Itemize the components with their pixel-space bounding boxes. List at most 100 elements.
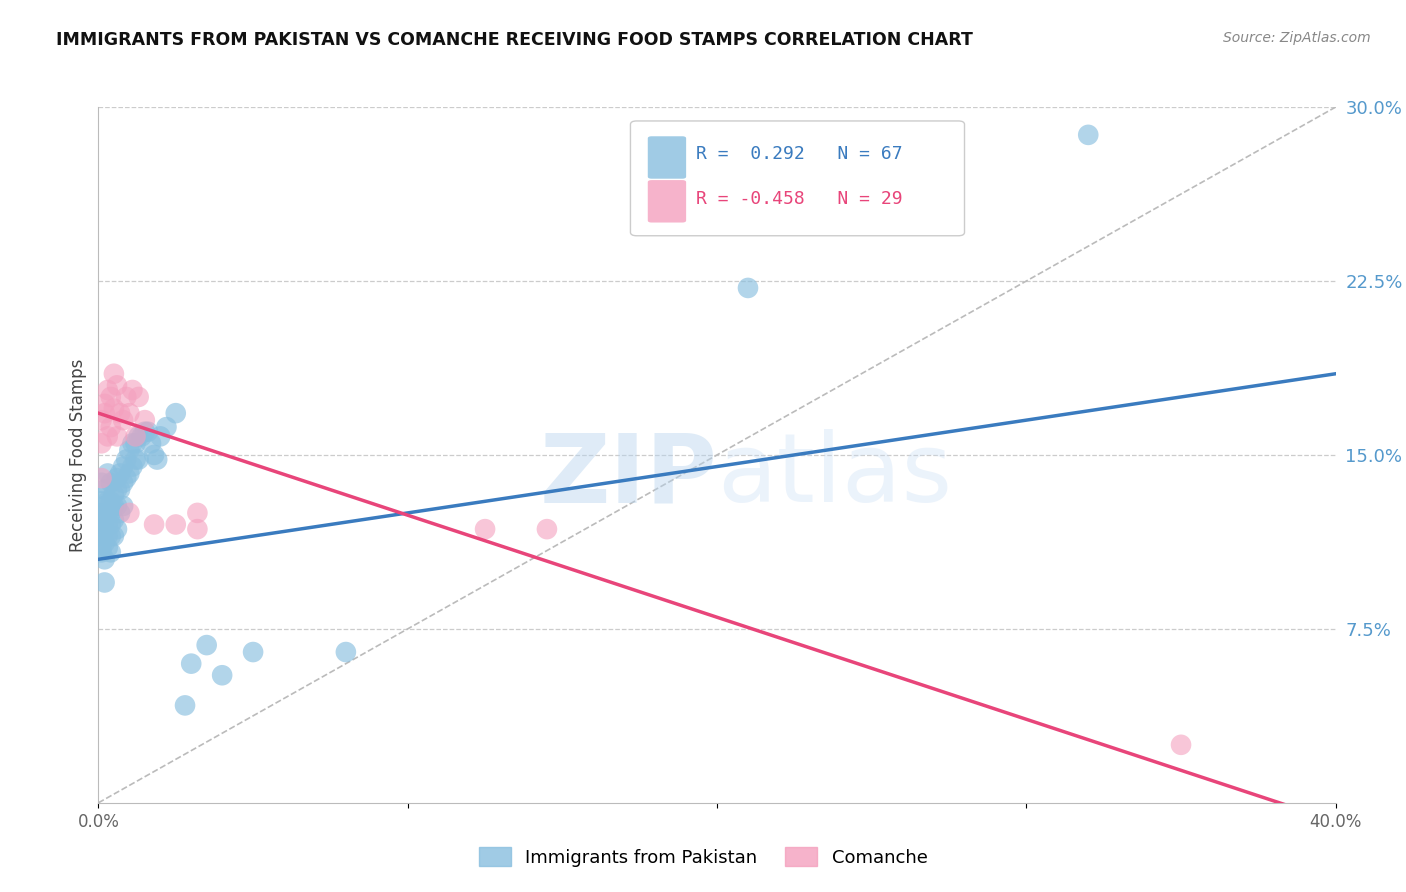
Point xyxy=(136,425,159,439)
Point xyxy=(174,698,197,713)
Point xyxy=(105,499,128,513)
Text: R = -0.458   N = 29: R = -0.458 N = 29 xyxy=(696,190,903,208)
Text: IMMIGRANTS FROM PAKISTAN VS COMANCHE RECEIVING FOOD STAMPS CORRELATION CHART: IMMIGRANTS FROM PAKISTAN VS COMANCHE REC… xyxy=(56,31,973,49)
Point xyxy=(90,471,112,485)
Text: ZIP: ZIP xyxy=(538,429,717,523)
Point xyxy=(155,420,177,434)
Point xyxy=(93,499,115,513)
Point xyxy=(108,467,131,481)
Point xyxy=(195,638,218,652)
Point xyxy=(143,448,166,462)
Point xyxy=(97,529,120,543)
Point xyxy=(474,522,496,536)
Point xyxy=(536,522,558,536)
Point xyxy=(103,487,125,501)
Point xyxy=(105,378,128,392)
Point xyxy=(90,541,112,555)
Point xyxy=(112,499,135,513)
Point xyxy=(124,429,146,443)
Point xyxy=(165,517,187,532)
Point xyxy=(128,390,150,404)
Point xyxy=(118,467,141,481)
Point xyxy=(105,471,128,485)
Text: Source: ZipAtlas.com: Source: ZipAtlas.com xyxy=(1223,31,1371,45)
FancyBboxPatch shape xyxy=(630,121,965,235)
Point xyxy=(128,429,150,443)
Point xyxy=(118,443,141,458)
Point xyxy=(97,541,120,555)
Point xyxy=(103,513,125,527)
Point xyxy=(108,506,131,520)
Point xyxy=(112,475,135,490)
Point xyxy=(103,367,125,381)
Point xyxy=(1170,738,1192,752)
Point xyxy=(90,545,112,559)
Point xyxy=(97,506,120,520)
Point xyxy=(186,506,208,520)
Point xyxy=(121,436,143,450)
Point xyxy=(100,517,122,532)
Point xyxy=(737,281,759,295)
Point xyxy=(90,517,112,532)
Point xyxy=(90,475,112,490)
Point xyxy=(93,513,115,527)
Point xyxy=(118,406,141,420)
Point xyxy=(97,494,120,508)
Point xyxy=(97,467,120,481)
FancyBboxPatch shape xyxy=(648,180,686,222)
Point xyxy=(100,529,122,543)
Text: R =  0.292   N = 67: R = 0.292 N = 67 xyxy=(696,145,903,162)
Point xyxy=(93,397,115,411)
Point xyxy=(105,522,128,536)
Point xyxy=(93,536,115,550)
Point xyxy=(90,413,112,427)
Point xyxy=(121,383,143,397)
Point xyxy=(93,406,115,420)
Point xyxy=(97,517,120,532)
Point xyxy=(100,545,122,559)
Point xyxy=(97,429,120,443)
Point xyxy=(186,522,208,536)
Point xyxy=(100,390,122,404)
Point xyxy=(242,645,264,659)
Point xyxy=(108,406,131,420)
Point xyxy=(134,425,156,439)
Point xyxy=(112,413,135,427)
Point xyxy=(134,413,156,427)
Point xyxy=(108,483,131,497)
Legend: Immigrants from Pakistan, Comanche: Immigrants from Pakistan, Comanche xyxy=(471,840,935,874)
Point xyxy=(211,668,233,682)
Point xyxy=(93,575,115,590)
Point xyxy=(103,529,125,543)
Point xyxy=(115,471,138,485)
Point xyxy=(90,494,112,508)
Point xyxy=(115,390,138,404)
Point xyxy=(131,429,153,443)
Point xyxy=(124,452,146,467)
Point xyxy=(165,406,187,420)
Point xyxy=(335,645,357,659)
Point xyxy=(121,459,143,474)
Point xyxy=(115,452,138,467)
Point xyxy=(100,420,122,434)
Y-axis label: Receiving Food Stamps: Receiving Food Stamps xyxy=(69,359,87,551)
Point xyxy=(90,529,112,543)
Point xyxy=(112,459,135,474)
Point xyxy=(93,483,115,497)
Point xyxy=(90,436,112,450)
Point xyxy=(97,383,120,397)
Text: atlas: atlas xyxy=(717,429,952,523)
FancyBboxPatch shape xyxy=(648,136,686,178)
Point xyxy=(100,494,122,508)
Point xyxy=(128,452,150,467)
Point xyxy=(1077,128,1099,142)
Point xyxy=(180,657,202,671)
Point xyxy=(100,506,122,520)
Point xyxy=(149,429,172,443)
Point xyxy=(105,429,128,443)
Point xyxy=(118,506,141,520)
Point xyxy=(93,522,115,536)
Point xyxy=(100,475,122,490)
Point xyxy=(103,499,125,513)
Point xyxy=(93,552,115,566)
